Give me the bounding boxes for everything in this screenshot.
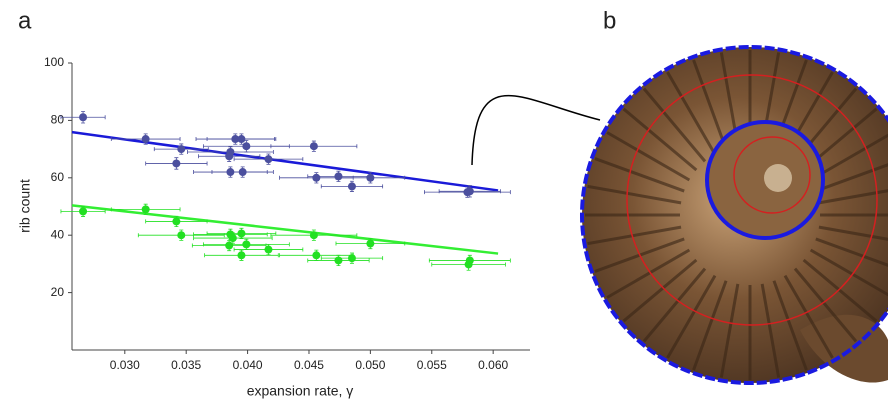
point [264,245,273,254]
rib [783,274,834,359]
rib [642,87,707,163]
rib [622,258,698,323]
rib [622,107,698,172]
x-tick-label: 0.050 [355,358,385,372]
rib [809,248,888,297]
rib [666,274,717,359]
point [141,135,150,144]
point [225,152,234,161]
shell-aperture [800,314,888,383]
point [237,135,246,144]
point [334,172,343,181]
y-tick-label: 40 [51,227,65,241]
rib [818,225,888,241]
y-tick-label: 20 [51,285,65,299]
point [79,113,88,122]
rib [587,184,682,205]
point [334,256,343,265]
rib [815,163,888,193]
point [312,251,321,260]
panel-label: a [18,7,32,34]
y-tick-label: 60 [51,170,65,184]
point [225,241,234,250]
rib [802,258,878,323]
fit-line [71,130,499,192]
x-tick-label: 0.055 [417,358,447,372]
rib [606,248,691,299]
point [366,173,375,182]
fit-line [71,204,499,255]
rib [815,237,888,267]
point [463,188,472,197]
rib [760,283,781,378]
rib [772,280,808,371]
y-tick-label: 80 [51,113,65,127]
rib [818,189,888,205]
point [309,231,318,240]
x-tick-label: 0.040 [233,358,263,372]
point [79,207,88,216]
y-axis-label: rib count [17,179,33,233]
point [264,155,273,164]
spiral-guide [733,136,811,214]
connector [471,94,601,166]
umbilicus [764,164,792,192]
rib [666,71,717,156]
point [177,145,186,154]
rib [692,280,728,371]
point [347,182,356,191]
rib [692,59,728,150]
point [347,254,356,263]
point [465,256,474,265]
spiral-guide [626,74,878,326]
point [238,168,247,177]
rib [594,157,685,193]
point [177,231,186,240]
point [242,142,251,151]
point [242,240,251,249]
rib [606,131,691,182]
x-tick-label: 0.030 [110,358,140,372]
outline [580,45,888,385]
point [366,239,375,248]
x-tick-label: 0.060 [478,358,508,372]
point [237,229,246,238]
point [172,159,181,168]
y-tick-label: 100 [44,55,64,69]
rib [793,267,858,343]
rib [642,267,707,343]
point [312,173,321,182]
rib [587,225,682,246]
x-tick-label: 0.035 [171,358,201,372]
x-axis-label: expansion rate, γ [247,383,354,399]
point [237,251,246,260]
rib [719,283,740,378]
point [309,142,318,151]
point [172,217,181,226]
point [141,205,150,214]
x-tick-label: 0.045 [294,358,324,372]
panel-label: b [603,7,616,34]
point [228,234,237,243]
